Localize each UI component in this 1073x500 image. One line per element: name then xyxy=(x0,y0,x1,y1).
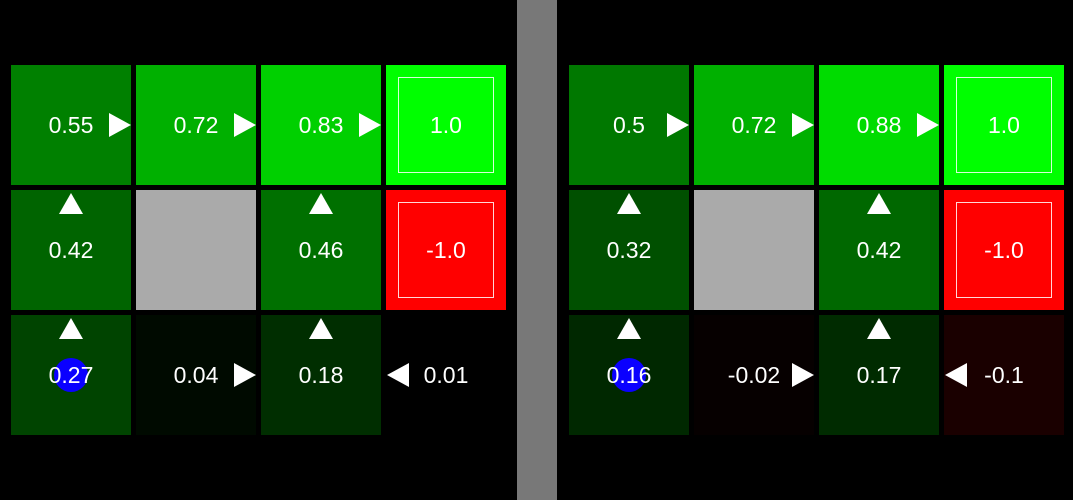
cell-value: 0.5 xyxy=(613,112,645,138)
terminal-frame xyxy=(398,77,494,173)
state-cell: 0.18 xyxy=(261,315,381,435)
cell-value: 0.04 xyxy=(173,362,219,388)
terminal-frame xyxy=(956,202,1052,298)
arrow-right-icon xyxy=(234,363,256,387)
cell-value: 0.42 xyxy=(48,237,94,263)
arrow-left-icon xyxy=(387,363,409,387)
right-value-grid: 0.5 0.72 0.88 1.0 0.32 0.42 -1.0 0.16 -0.02 0.17 -… xyxy=(569,65,1064,435)
cell-value: 0.42 xyxy=(856,237,902,263)
state-cell: 0.72 xyxy=(694,65,814,185)
state-cell: 0.55 xyxy=(11,65,131,185)
state-cell: 0.83 xyxy=(261,65,381,185)
arrow-up-icon xyxy=(867,318,891,339)
cell-value: 0.72 xyxy=(173,112,219,138)
arrow-up-icon xyxy=(617,318,641,339)
terminal-frame xyxy=(956,77,1052,173)
cell-value: 0.32 xyxy=(606,237,652,263)
cell-value: 0.17 xyxy=(856,362,902,388)
state-cell: 0.88 xyxy=(819,65,939,185)
arrow-right-icon xyxy=(792,113,814,137)
terminal-cell: 1.0 xyxy=(944,65,1064,185)
state-cell: 0.16 xyxy=(569,315,689,435)
wall-cell xyxy=(694,190,814,310)
cell-value: -1.0 xyxy=(984,237,1024,263)
terminal-cell: -1.0 xyxy=(944,190,1064,310)
arrow-up-icon xyxy=(59,193,83,214)
arrow-right-icon xyxy=(359,113,381,137)
arrow-left-icon xyxy=(945,363,967,387)
terminal-cell: -1.0 xyxy=(386,190,506,310)
cell-value: -0.02 xyxy=(727,362,781,388)
cell-value: 0.55 xyxy=(48,112,94,138)
terminal-frame xyxy=(398,202,494,298)
state-cell: 0.46 xyxy=(261,190,381,310)
arrow-right-icon xyxy=(667,113,689,137)
state-cell: 0.32 xyxy=(569,190,689,310)
arrow-up-icon xyxy=(617,193,641,214)
arrow-right-icon xyxy=(917,113,939,137)
arrow-up-icon xyxy=(867,193,891,214)
state-cell: -0.1 xyxy=(944,315,1064,435)
cell-value: 1.0 xyxy=(430,112,462,138)
state-cell: 0.42 xyxy=(11,190,131,310)
agent-marker xyxy=(612,358,646,392)
cell-value: 0.18 xyxy=(298,362,344,388)
arrow-right-icon xyxy=(234,113,256,137)
state-cell: 0.5 xyxy=(569,65,689,185)
terminal-cell: 1.0 xyxy=(386,65,506,185)
wall-cell xyxy=(136,190,256,310)
cell-value: 1.0 xyxy=(988,112,1020,138)
agent-marker xyxy=(54,358,88,392)
state-cell: 0.27 xyxy=(11,315,131,435)
state-cell: 0.72 xyxy=(136,65,256,185)
cell-value: 0.27 xyxy=(48,362,94,388)
arrow-right-icon xyxy=(109,113,131,137)
arrow-right-icon xyxy=(792,363,814,387)
arrow-up-icon xyxy=(309,193,333,214)
state-cell: -0.02 xyxy=(694,315,814,435)
arrow-up-icon xyxy=(59,318,83,339)
arrow-up-icon xyxy=(309,318,333,339)
state-cell: 0.42 xyxy=(819,190,939,310)
panel-divider xyxy=(517,0,557,500)
cell-value: 0.01 xyxy=(423,362,469,388)
cell-value: -0.1 xyxy=(984,362,1024,388)
cell-value: 0.16 xyxy=(606,362,652,388)
cell-value: -1.0 xyxy=(426,237,466,263)
left-value-grid: 0.55 0.72 0.83 1.0 0.42 0.46 -1.0 0.27 0.04 0.18 0… xyxy=(11,65,506,435)
state-cell: 0.01 xyxy=(386,315,506,435)
cell-value: 0.46 xyxy=(298,237,344,263)
cell-value: 0.88 xyxy=(856,112,902,138)
state-cell: 0.17 xyxy=(819,315,939,435)
cell-value: 0.83 xyxy=(298,112,344,138)
cell-value: 0.72 xyxy=(731,112,777,138)
state-cell: 0.04 xyxy=(136,315,256,435)
